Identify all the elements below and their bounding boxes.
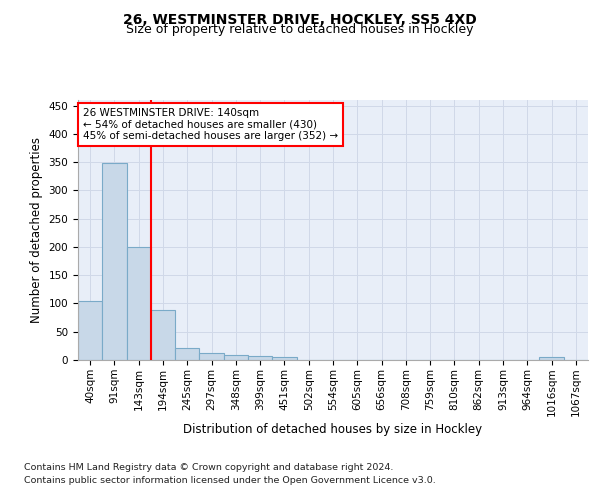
Bar: [151, 310, 175, 360]
Text: Contains HM Land Registry data © Crown copyright and database right 2024.: Contains HM Land Registry data © Crown c…: [24, 462, 394, 471]
Bar: [127, 247, 151, 360]
Text: Size of property relative to detached houses in Hockley: Size of property relative to detached ho…: [126, 22, 474, 36]
Bar: [102, 164, 127, 360]
Bar: [199, 352, 224, 360]
Bar: [539, 357, 564, 360]
Bar: [175, 348, 199, 360]
Text: 26, WESTMINSTER DRIVE, HOCKLEY, SS5 4XD: 26, WESTMINSTER DRIVE, HOCKLEY, SS5 4XD: [123, 12, 477, 26]
Text: Distribution of detached houses by size in Hockley: Distribution of detached houses by size …: [184, 422, 482, 436]
Text: Contains public sector information licensed under the Open Government Licence v3: Contains public sector information licen…: [24, 476, 436, 485]
Y-axis label: Number of detached properties: Number of detached properties: [30, 137, 43, 323]
Text: 26 WESTMINSTER DRIVE: 140sqm
← 54% of detached houses are smaller (430)
45% of s: 26 WESTMINSTER DRIVE: 140sqm ← 54% of de…: [83, 108, 338, 141]
Bar: [78, 300, 102, 360]
Bar: [224, 356, 248, 360]
Bar: [248, 356, 272, 360]
Bar: [272, 357, 296, 360]
